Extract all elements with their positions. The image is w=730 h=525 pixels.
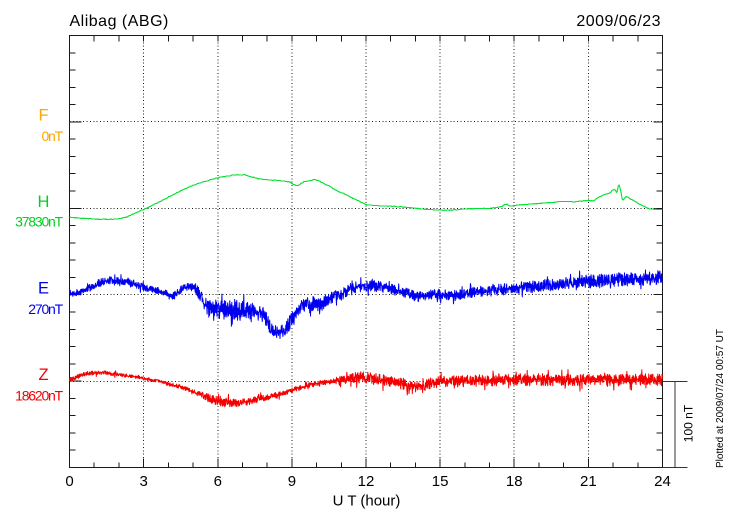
svg-text:H: H [38, 193, 50, 211]
svg-text:12: 12 [358, 473, 375, 490]
svg-text:270nT: 270nT [28, 301, 63, 317]
svg-text:Plotted at 2009/07/24 00:57 UT: Plotted at 2009/07/24 00:57 UT [715, 329, 726, 468]
svg-text:U T (hour): U T (hour) [333, 493, 401, 510]
svg-text:0nT: 0nT [41, 128, 63, 144]
svg-text:6: 6 [214, 473, 222, 490]
svg-text:0: 0 [65, 473, 73, 490]
svg-text:37830nT: 37830nT [15, 214, 64, 230]
svg-text:2009/06/23: 2009/06/23 [576, 13, 661, 30]
svg-text:24: 24 [654, 473, 671, 490]
svg-text:18620nT: 18620nT [15, 388, 64, 404]
svg-text:21: 21 [580, 473, 597, 490]
svg-text:15: 15 [432, 473, 449, 490]
svg-text:E: E [38, 280, 49, 298]
svg-text:18: 18 [506, 473, 523, 490]
svg-text:100 nT: 100 nT [682, 404, 696, 442]
svg-text:Z: Z [38, 366, 48, 384]
svg-text:Alibag (ABG): Alibag (ABG) [70, 13, 169, 30]
svg-text:3: 3 [139, 473, 147, 490]
svg-text:F: F [38, 107, 48, 125]
svg-text:9: 9 [288, 473, 296, 490]
